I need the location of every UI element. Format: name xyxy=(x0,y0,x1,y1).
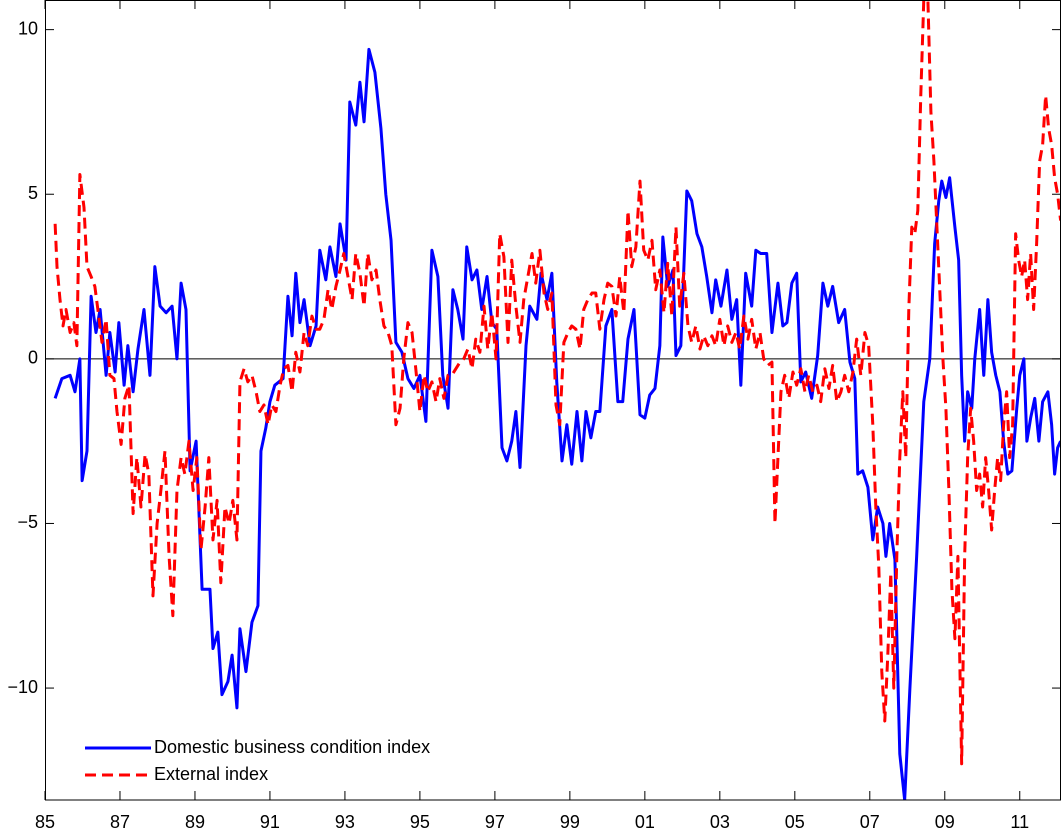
x-tick-label: 09 xyxy=(935,812,955,832)
y-tick-label: −5 xyxy=(17,512,38,532)
x-tick-label: 05 xyxy=(785,812,805,832)
x-tick-label: 91 xyxy=(260,812,280,832)
series-line xyxy=(53,47,1061,800)
x-tick-label: 03 xyxy=(710,812,730,832)
axes-box xyxy=(45,0,1061,801)
x-tick-label: 11 xyxy=(1010,812,1029,832)
x-tick-label: 93 xyxy=(335,812,355,832)
x-tick-label: 85 xyxy=(35,812,55,832)
x-tick-label: 87 xyxy=(110,812,130,832)
x-tick-label: 97 xyxy=(485,812,505,832)
series-layer xyxy=(45,0,1061,800)
x-tick-label: 99 xyxy=(560,812,580,832)
y-tick-label: 5 xyxy=(28,183,38,203)
x-tick-label: 89 xyxy=(185,812,205,832)
x-tick-label: 07 xyxy=(860,812,880,832)
legend-label: Domestic business condition index xyxy=(154,737,430,757)
y-tick-label: 10 xyxy=(18,18,38,38)
series-line xyxy=(53,0,1061,766)
legend-label: External index xyxy=(154,764,268,784)
y-tick-label: −10 xyxy=(7,677,38,697)
y-tick-label: 0 xyxy=(28,348,38,368)
x-tick-label: 01 xyxy=(635,812,655,832)
plot-area xyxy=(45,0,1061,800)
x-tick-label: 95 xyxy=(410,812,430,832)
